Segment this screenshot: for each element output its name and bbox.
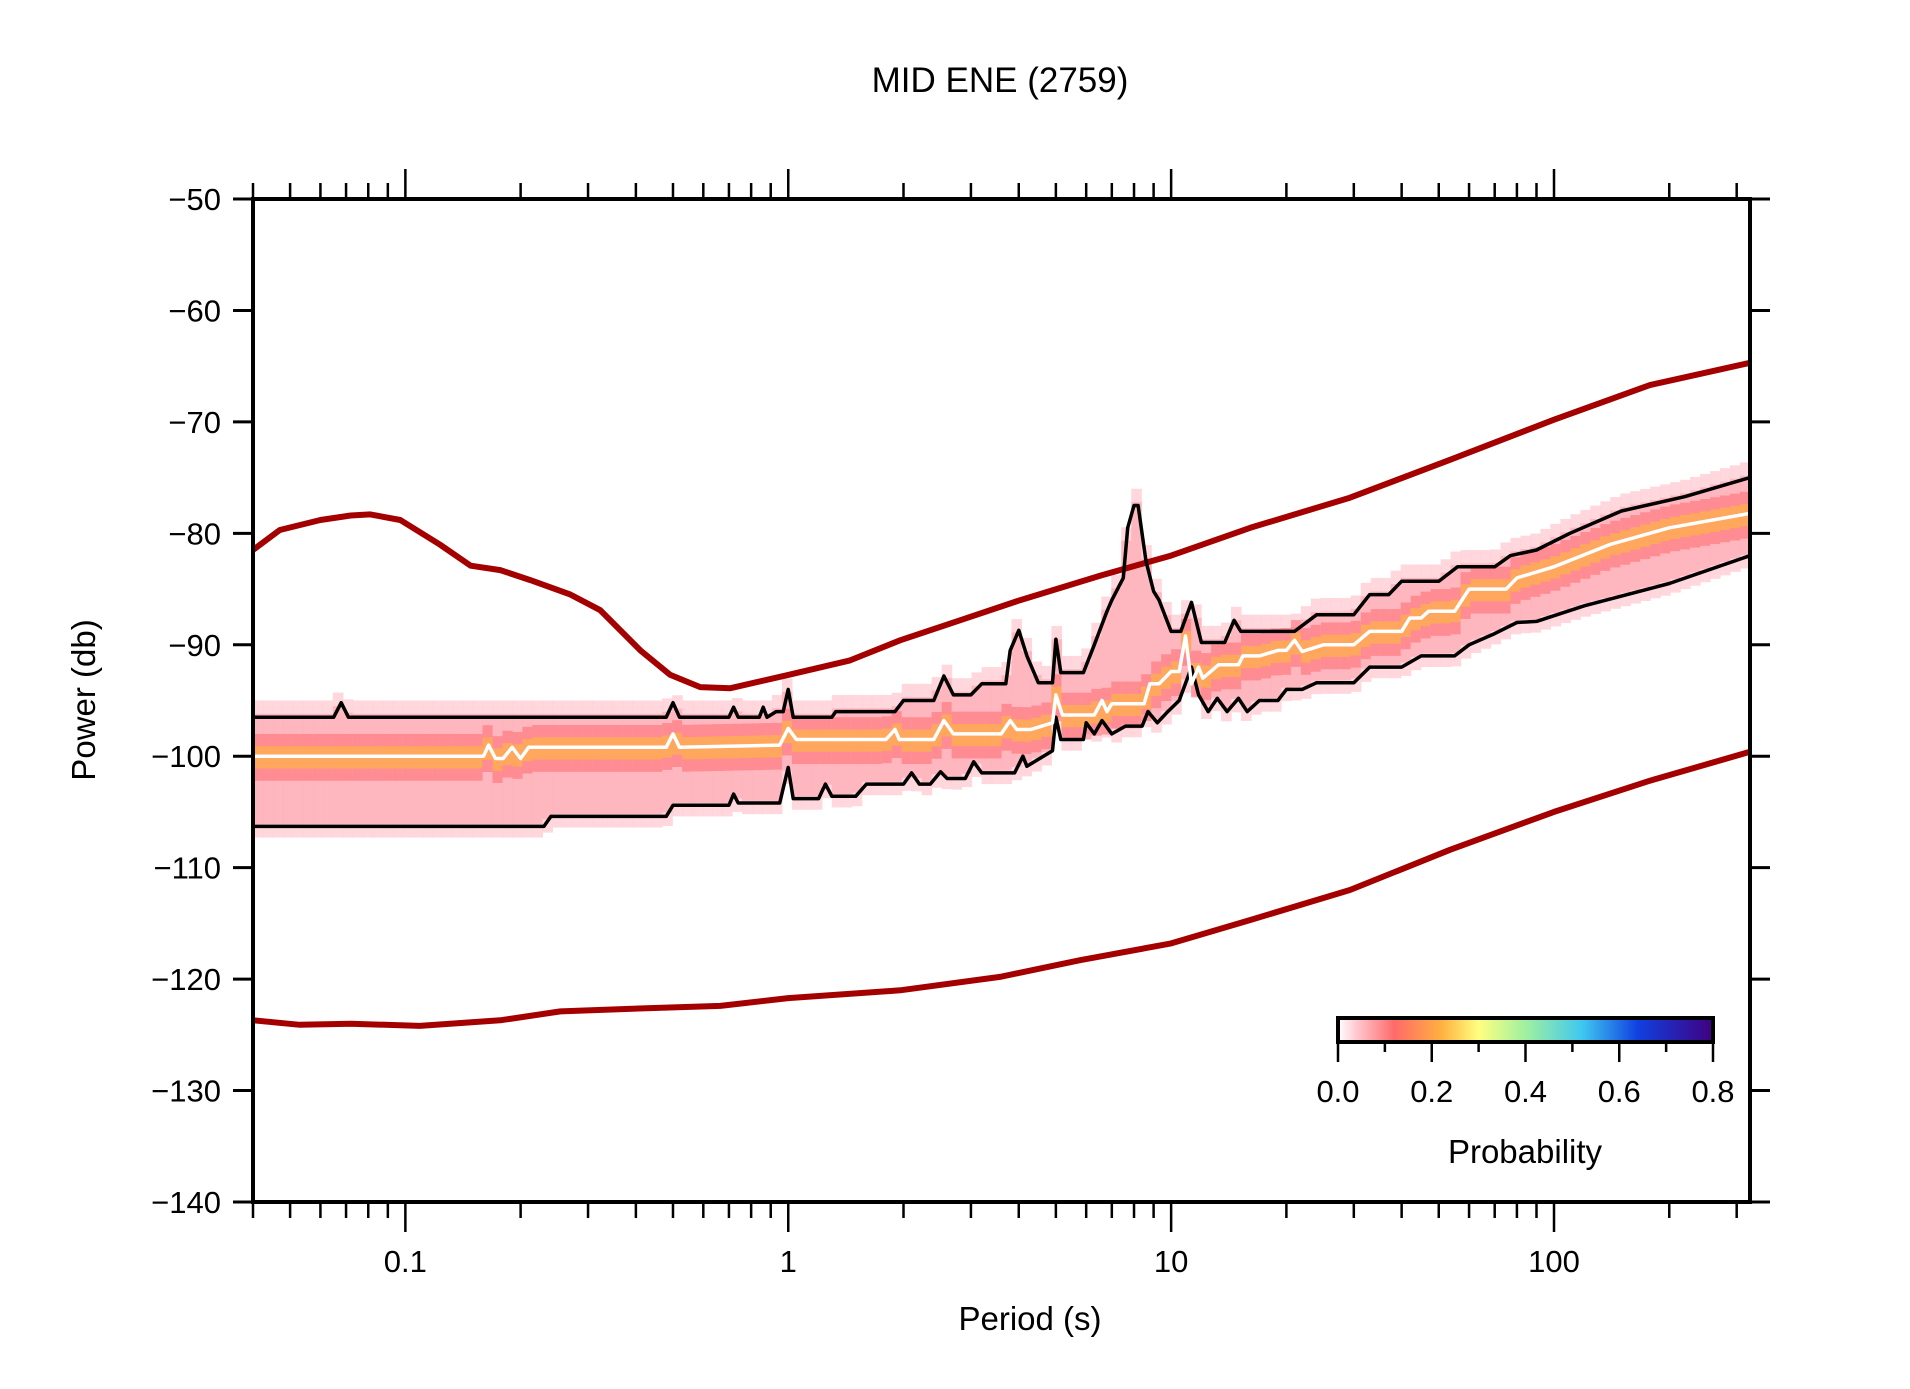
pdf-cell	[1191, 617, 1202, 683]
pdf-cell	[1141, 558, 1152, 714]
colorbar-tick-label: 0.8	[1691, 1074, 1734, 1109]
pdf-cell	[1111, 588, 1122, 730]
90th-percentile-line	[253, 475, 1750, 719]
colorbar-tick-label: 0.4	[1504, 1074, 1547, 1109]
high-noise-model-line	[253, 359, 1750, 692]
low-noise-model-line	[253, 748, 1750, 1029]
x-tick-label: 0.1	[384, 1244, 427, 1279]
y-tick-label: −90	[168, 628, 221, 663]
y-axis: −50 −60 −70 −80 −90 −100 −110 −120 −130 −140	[151, 182, 1770, 1220]
pdf-cell	[1101, 609, 1112, 725]
pdf-cell	[1091, 636, 1102, 729]
y-tick-label: −80	[168, 516, 221, 551]
y-tick-label: −60	[168, 293, 221, 328]
y-tick-label: −100	[151, 739, 221, 774]
pdf-cell	[1151, 592, 1162, 720]
colorbar-tick-label: 0.6	[1598, 1074, 1641, 1109]
y-tick-label: −130	[151, 1074, 221, 1109]
x-axis: 0.1 1 10 100	[251, 169, 1738, 1279]
pdf-cell	[1121, 540, 1132, 724]
colorbar-tick-label: 0.0	[1316, 1074, 1359, 1109]
y-tick-label: −110	[153, 851, 221, 886]
colorbar-ticks: 0.0 0.2 0.4 0.6 0.8	[1316, 1042, 1735, 1109]
x-tick-label: 10	[1154, 1244, 1188, 1279]
10th-percentile-line	[253, 553, 1750, 829]
y-tick-label: −70	[168, 405, 221, 440]
colorbar-gradient	[1336, 1016, 1715, 1044]
plot-frame	[251, 197, 1752, 1204]
colorbar-title: Probability	[1448, 1133, 1603, 1170]
mode-line	[253, 511, 1750, 761]
pdf-cell	[1011, 632, 1023, 767]
pdf-cell	[1021, 651, 1033, 763]
chart-title: MID ENE (2759)	[872, 61, 1129, 100]
x-axis-title: Period (s)	[958, 1300, 1101, 1337]
y-tick-label: −120	[151, 962, 221, 997]
y-tick-label: −140	[151, 1185, 221, 1220]
y-tick-label: −50	[168, 182, 221, 217]
probability-colorbar: 0.0 0.2 0.4 0.6 0.8 Probability	[1316, 1016, 1735, 1170]
pdf-cell	[1081, 661, 1092, 721]
series-layer	[253, 359, 1750, 1029]
x-tick-label: 1	[780, 1244, 797, 1279]
y-axis-title: Power (db)	[65, 619, 102, 780]
colorbar-tick-label: 0.2	[1410, 1074, 1453, 1109]
pdf-cell	[1131, 502, 1142, 724]
x-tick-label: 100	[1528, 1244, 1580, 1279]
probability-density-band	[253, 462, 1750, 838]
